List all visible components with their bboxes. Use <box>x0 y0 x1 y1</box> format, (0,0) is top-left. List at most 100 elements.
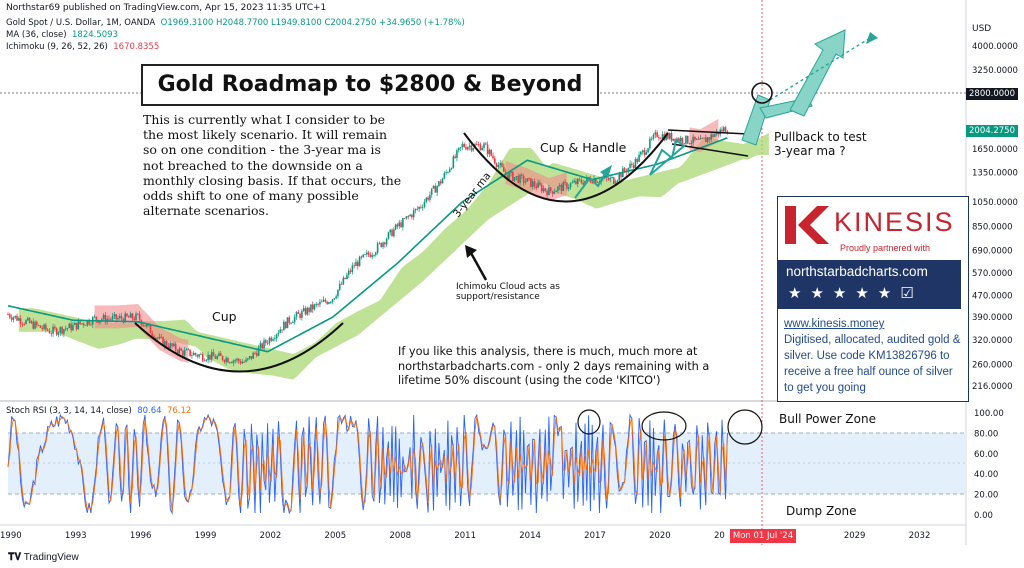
candle-body <box>638 154 640 162</box>
candle-body <box>645 152 648 155</box>
candle-body <box>12 317 15 320</box>
candle-body <box>328 302 330 304</box>
ichimoku-pointer-head <box>465 245 477 258</box>
stoch-circle-2 <box>641 411 687 441</box>
rating-stars-icon: ★★★★★☑ <box>788 284 923 302</box>
candle-body <box>631 163 633 165</box>
candle-body <box>250 356 253 359</box>
ichimoku-pointer <box>469 252 488 281</box>
candle-body <box>25 320 27 324</box>
candle-body <box>261 343 264 349</box>
candle-body <box>548 187 550 196</box>
candle-body <box>447 172 449 173</box>
candle-body <box>183 350 186 356</box>
candle-body <box>701 138 703 139</box>
candle-body <box>133 318 136 320</box>
candle-body <box>526 178 529 182</box>
tradingview-brand: 𝐓𝐕 TradingView <box>8 552 79 563</box>
candle-body <box>46 329 49 331</box>
northstar-banner[interactable]: northstarbadcharts.com ★★★★★☑ <box>778 260 961 309</box>
candle-body <box>228 362 231 364</box>
candle-body <box>535 186 538 188</box>
roadmap-title: Gold Roadmap to $2800 & Beyond <box>141 64 599 106</box>
candle-body <box>117 318 119 320</box>
candle-body <box>530 178 532 187</box>
candle-body <box>402 217 404 228</box>
candle-body <box>156 337 159 339</box>
candle-body <box>27 318 29 321</box>
candle-body <box>385 239 388 245</box>
candle-body <box>293 316 296 323</box>
candle-body <box>706 137 709 142</box>
candle-body <box>70 323 72 331</box>
candle-body <box>324 299 327 302</box>
brand-text: TradingView <box>23 552 79 563</box>
candle-body <box>573 180 575 183</box>
year-tick-label: 1993 <box>65 531 87 541</box>
ohlc-values: O1969.3100 H2048.7700 L1949.8100 C2004.2… <box>160 18 465 28</box>
candle-body <box>412 210 415 218</box>
candle-body <box>704 137 707 142</box>
candle-body <box>519 174 521 183</box>
candle-body <box>81 323 83 325</box>
candle-body <box>366 252 368 255</box>
candle-body <box>555 190 557 192</box>
candle-body <box>346 274 348 279</box>
candle-body <box>257 347 260 356</box>
candle-body <box>582 182 584 185</box>
candle-body <box>205 360 208 361</box>
candle-body <box>43 324 45 329</box>
candle-body <box>712 134 714 138</box>
candle-body <box>176 350 179 354</box>
candle-body <box>232 360 235 364</box>
candle-body <box>566 182 568 189</box>
cup-handle-arc <box>463 132 669 203</box>
cup-arc <box>134 322 344 373</box>
candle-body <box>344 277 346 279</box>
candle-body <box>466 147 469 150</box>
candle-body <box>301 311 303 318</box>
candle-body <box>367 252 370 255</box>
candle-body <box>187 349 190 351</box>
candle-body <box>63 329 65 334</box>
candle-body <box>576 178 579 185</box>
candle-body <box>486 144 489 155</box>
year-tick-label: 2005 <box>325 531 347 541</box>
candle-body <box>371 255 374 257</box>
candle-body <box>61 327 63 334</box>
candle-body <box>218 353 220 356</box>
candle-body <box>182 350 184 356</box>
candle-body <box>164 341 166 347</box>
candle-body <box>165 341 168 347</box>
candle-body <box>335 296 337 299</box>
scenario-note: This is currently what I consider to be … <box>143 112 405 219</box>
candle-body <box>387 232 390 240</box>
kinesis-ad[interactable]: KINESIS Proudly partnered with northstar… <box>777 196 969 402</box>
price-tick-label: 570.0000 <box>972 269 1013 279</box>
candle-body <box>481 147 483 151</box>
candle-body <box>618 173 621 181</box>
candle-body <box>173 343 175 347</box>
stoch-tick-label: 40.00 <box>974 470 998 480</box>
projection-arrow-main <box>789 29 846 117</box>
candle-body <box>521 174 523 176</box>
candle-body <box>290 322 292 324</box>
candle-body <box>647 148 649 153</box>
stoch-circle-1 <box>577 409 601 435</box>
candle-body <box>629 163 631 168</box>
current-price-tag: 2004.2750 <box>966 125 1018 137</box>
candle-body <box>84 325 87 326</box>
candle-body <box>279 329 282 333</box>
stoch-legend: Stoch RSI (3, 3, 14, 14, close) 80.64 76… <box>6 406 191 416</box>
candle-body <box>677 138 680 142</box>
candle-body <box>605 176 608 178</box>
candle-body <box>708 137 711 140</box>
candle-body <box>201 353 204 361</box>
candle-body <box>245 359 247 362</box>
price-tick-label: 850.0000 <box>972 222 1013 232</box>
year-tick-label: 2020 <box>649 531 671 541</box>
stoch-label: Stoch RSI (3, 3, 14, 14, close) <box>6 406 132 416</box>
kinesis-url-link[interactable]: www.kinesis.money <box>784 318 885 330</box>
candle-body <box>104 314 107 323</box>
